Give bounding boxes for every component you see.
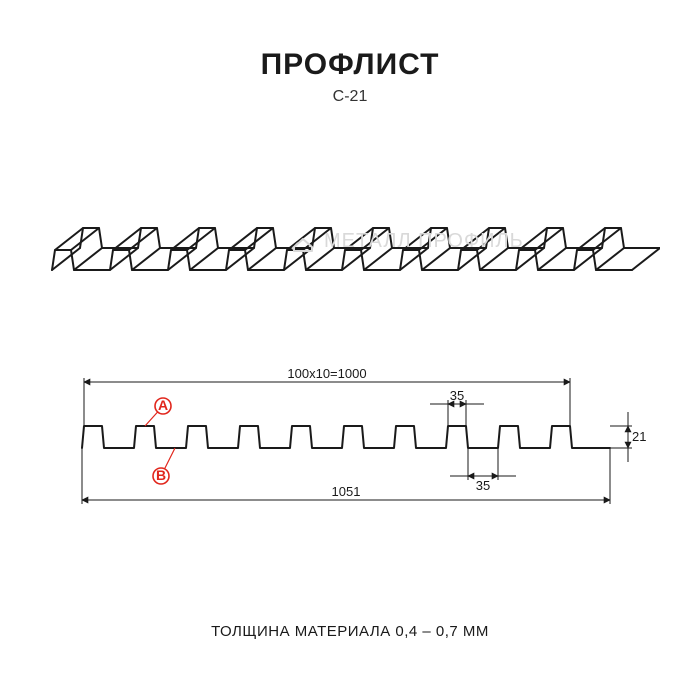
profile-section-view: 100х10=1000 1051 35 35 21 A B — [40, 360, 660, 530]
dim-upper-35: 35 — [450, 388, 464, 403]
page-subtitle: С-21 — [0, 88, 700, 106]
dim-height-21: 21 — [632, 429, 646, 444]
material-thickness-note: ТОЛЩИНА МАТЕРИАЛА 0,4 – 0,7 ММ — [0, 623, 700, 640]
dim-lower-35: 35 — [476, 478, 490, 493]
profile-outline — [82, 426, 610, 448]
isometric-view — [40, 150, 660, 290]
dim-bottom-label: 1051 — [332, 484, 361, 499]
marker-A-label: A — [158, 397, 168, 413]
watermark-text: МЕТАЛЛ ПРОФИЛЬ — [324, 230, 524, 253]
watermark: МЕТАЛЛ ПРОФИЛЬ — [290, 230, 524, 253]
marker-B-label: B — [156, 467, 166, 483]
page-title: ПРОФЛИСТ — [0, 48, 700, 82]
watermark-icon — [290, 231, 316, 253]
dim-top-label: 100х10=1000 — [287, 366, 366, 381]
